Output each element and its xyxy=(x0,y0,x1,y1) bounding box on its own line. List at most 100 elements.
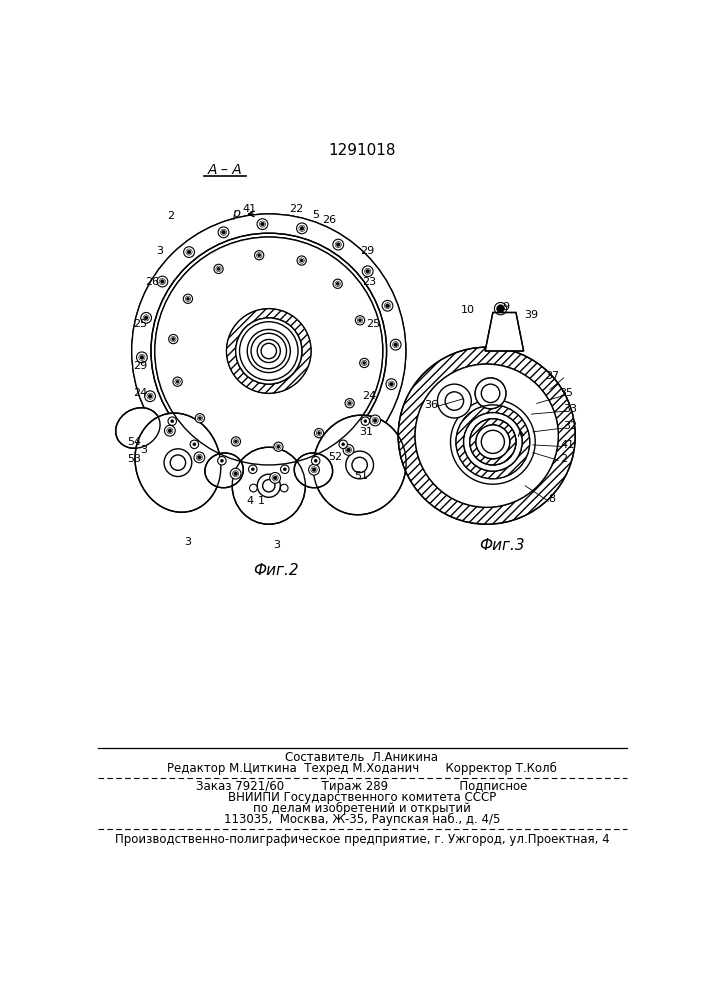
Circle shape xyxy=(221,230,226,234)
Circle shape xyxy=(394,343,397,347)
Text: 26: 26 xyxy=(322,215,336,225)
Circle shape xyxy=(261,343,276,359)
Circle shape xyxy=(145,391,156,402)
Text: 113035,  Москва, Ж-35, Раупская наб., д. 4/5: 113035, Москва, Ж-35, Раупская наб., д. … xyxy=(223,813,500,826)
Text: 5: 5 xyxy=(312,210,320,220)
Text: 39: 39 xyxy=(525,310,539,320)
Circle shape xyxy=(317,432,320,435)
Circle shape xyxy=(132,214,406,488)
Circle shape xyxy=(234,440,238,443)
Circle shape xyxy=(217,267,220,270)
Circle shape xyxy=(370,415,380,426)
Circle shape xyxy=(195,414,204,423)
Circle shape xyxy=(172,338,175,341)
Polygon shape xyxy=(485,312,524,351)
Circle shape xyxy=(240,322,298,380)
Text: 22: 22 xyxy=(289,204,303,214)
Circle shape xyxy=(218,227,229,238)
Circle shape xyxy=(251,333,286,369)
Circle shape xyxy=(352,457,368,473)
Text: 36: 36 xyxy=(424,400,438,410)
Wedge shape xyxy=(251,333,286,369)
Text: 9: 9 xyxy=(503,302,510,312)
Circle shape xyxy=(300,226,304,230)
Circle shape xyxy=(382,300,393,311)
Text: 25: 25 xyxy=(133,319,147,329)
Circle shape xyxy=(214,264,223,274)
Text: 3: 3 xyxy=(156,246,163,256)
Text: 29: 29 xyxy=(133,361,147,371)
Circle shape xyxy=(438,384,472,418)
Text: 10: 10 xyxy=(460,305,474,315)
Circle shape xyxy=(247,329,291,373)
Circle shape xyxy=(262,480,275,492)
Text: ВНИИПИ Государственного комитета СССР: ВНИИПИ Государственного комитета СССР xyxy=(228,791,496,804)
Ellipse shape xyxy=(313,415,406,515)
Circle shape xyxy=(255,251,264,260)
Circle shape xyxy=(164,449,192,477)
Circle shape xyxy=(314,459,317,462)
Circle shape xyxy=(312,457,320,465)
Circle shape xyxy=(281,465,289,474)
Circle shape xyxy=(464,413,522,471)
Circle shape xyxy=(348,402,351,405)
Circle shape xyxy=(336,282,339,285)
Circle shape xyxy=(333,239,344,250)
Circle shape xyxy=(358,319,361,322)
Circle shape xyxy=(346,451,373,479)
Circle shape xyxy=(187,250,191,254)
Text: 35: 35 xyxy=(559,388,573,398)
Circle shape xyxy=(296,223,308,234)
Text: 1291018: 1291018 xyxy=(328,143,396,158)
Circle shape xyxy=(141,312,151,323)
Circle shape xyxy=(277,445,280,448)
Circle shape xyxy=(281,484,288,492)
Circle shape xyxy=(337,243,340,247)
Circle shape xyxy=(345,399,354,408)
Circle shape xyxy=(476,425,510,459)
Text: Производственно-полиграфическое предприятие, г. Ужгород, ул.Проектная, 4: Производственно-полиграфическое предприя… xyxy=(115,833,609,846)
Text: 26: 26 xyxy=(145,277,159,287)
Circle shape xyxy=(346,448,351,452)
Circle shape xyxy=(360,358,369,368)
Circle shape xyxy=(356,316,365,325)
Circle shape xyxy=(300,259,303,262)
Text: Редактор М.Циткина  Техред М.Ходанич       Корректор Т.Колб: Редактор М.Циткина Техред М.Ходанич Корр… xyxy=(167,762,557,775)
Text: 37: 37 xyxy=(545,371,559,381)
Circle shape xyxy=(312,468,316,472)
Wedge shape xyxy=(398,347,575,524)
Circle shape xyxy=(445,392,464,410)
Text: 54: 54 xyxy=(127,437,141,447)
Circle shape xyxy=(155,237,382,465)
Circle shape xyxy=(257,474,281,497)
Wedge shape xyxy=(226,309,311,393)
Circle shape xyxy=(362,266,373,277)
Text: 31: 31 xyxy=(359,427,373,437)
Circle shape xyxy=(144,316,148,320)
Text: 25: 25 xyxy=(366,319,380,329)
Ellipse shape xyxy=(232,447,305,524)
Circle shape xyxy=(160,280,164,283)
Text: 51: 51 xyxy=(354,471,368,481)
Circle shape xyxy=(481,430,504,453)
Circle shape xyxy=(251,468,255,471)
Wedge shape xyxy=(469,419,516,465)
Circle shape xyxy=(366,269,370,273)
Circle shape xyxy=(497,305,504,312)
Circle shape xyxy=(230,468,241,479)
Circle shape xyxy=(165,425,175,436)
Circle shape xyxy=(197,455,201,459)
Circle shape xyxy=(168,417,177,425)
Circle shape xyxy=(415,364,559,507)
Circle shape xyxy=(386,379,397,390)
Text: 1: 1 xyxy=(257,496,264,506)
Circle shape xyxy=(363,361,366,364)
Circle shape xyxy=(194,452,205,463)
Circle shape xyxy=(373,419,377,422)
Text: 8: 8 xyxy=(549,494,556,504)
Ellipse shape xyxy=(135,413,221,512)
Circle shape xyxy=(187,297,189,300)
Text: 2: 2 xyxy=(168,211,175,221)
Circle shape xyxy=(148,394,152,398)
Circle shape xyxy=(190,440,199,449)
